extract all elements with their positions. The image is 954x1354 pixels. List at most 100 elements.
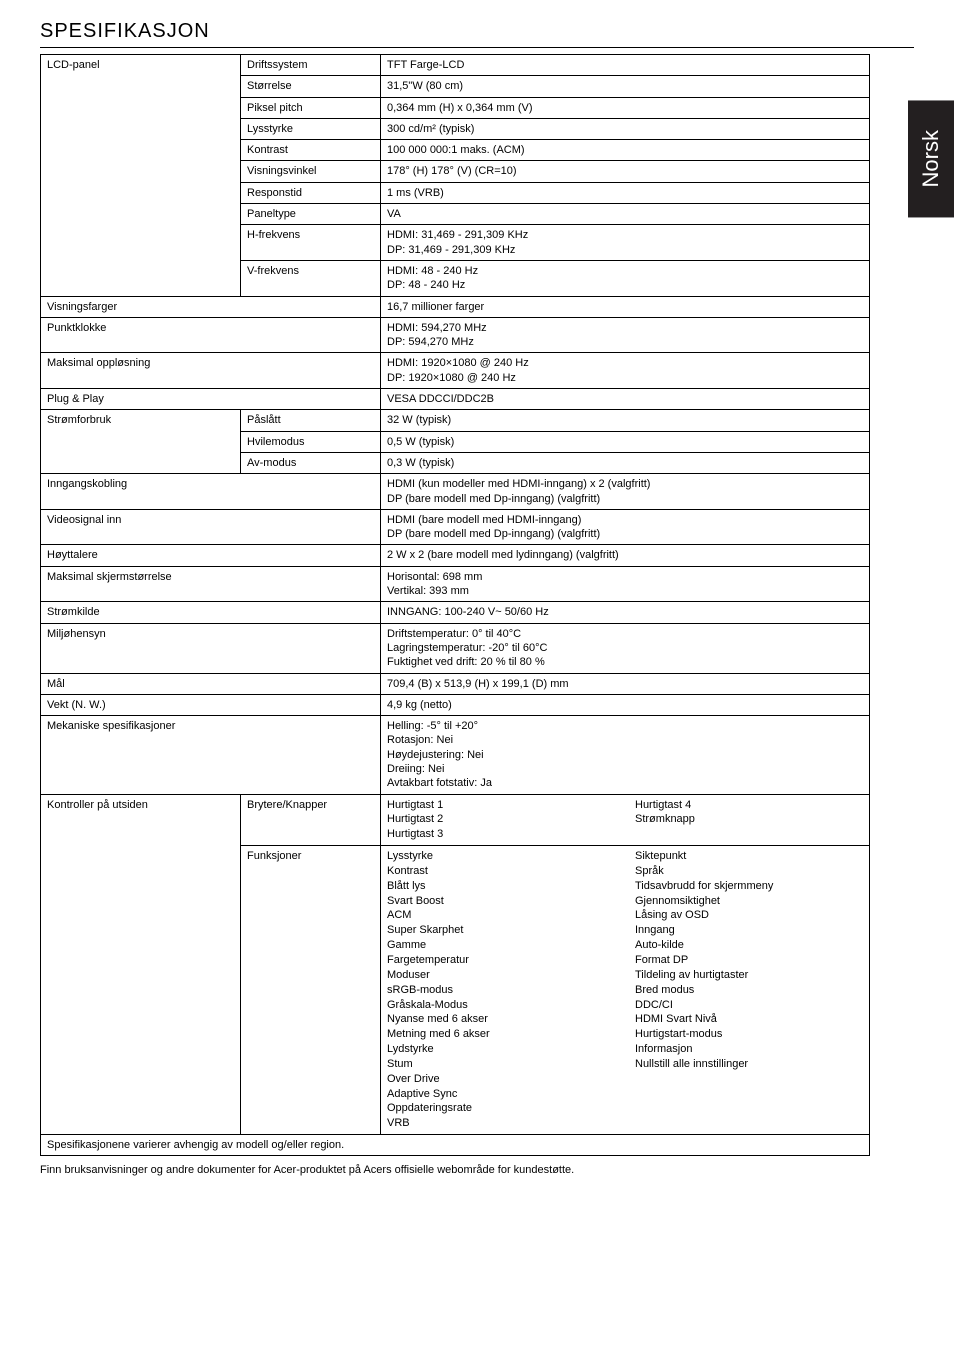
list-item: sRGB-modus	[387, 983, 615, 998]
list-item: ACM	[387, 908, 615, 923]
spec-value: TFT Farge-LCD	[381, 55, 870, 76]
spec-value: VA	[381, 204, 870, 225]
spec-value: 0,5 W (typisk)	[381, 431, 870, 452]
spec-subkey: Størrelse	[241, 76, 381, 97]
spec-key: Inngangskobling	[41, 474, 381, 510]
spec-key: Høyttalere	[41, 545, 381, 566]
spec-value: HDMI (kun modeller med HDMI-inngang) x 2…	[381, 474, 870, 510]
list-item: Auto-kilde	[635, 938, 863, 953]
spec-subkey: Av-modus	[241, 452, 381, 473]
spec-value: 709,4 (B) x 513,9 (H) x 199,1 (D) mm	[381, 673, 870, 694]
spec-value: 32 W (typisk)	[381, 410, 870, 431]
spec-value: Hurtigtast 1Hurtigtast 2Hurtigtast 3 Hur…	[381, 794, 870, 846]
spec-key: Vekt (N. W.)	[41, 694, 381, 715]
spec-key: Mekaniske spesifikasjoner	[41, 716, 381, 794]
spec-value: HDMI: 48 - 240 Hz DP: 48 - 240 Hz	[381, 260, 870, 296]
list-item: Siktepunkt	[635, 849, 863, 864]
spec-key: Videosignal inn	[41, 509, 381, 545]
list-item: Tidsavbrudd for skjermmeny	[635, 879, 863, 894]
list-item: Fargetemperatur	[387, 953, 615, 968]
list-item: Hurtigtast 2	[387, 812, 615, 827]
list-item: Oppdateringsrate	[387, 1101, 615, 1116]
spec-key: Miljøhensyn	[41, 623, 381, 673]
spec-value: 1 ms (VRB)	[381, 182, 870, 203]
spec-value: 100 000 000:1 maks. (ACM)	[381, 140, 870, 161]
spec-key: Strømforbruk	[41, 410, 241, 474]
spec-value: HDMI: 1920×1080 @ 240 Hz DP: 1920×1080 @…	[381, 353, 870, 389]
list-item: Lysstyrke	[387, 849, 615, 864]
list-item: Språk	[635, 864, 863, 879]
spec-key: Visningsfarger	[41, 296, 381, 317]
spec-key: Kontroller på utsiden	[41, 794, 241, 1135]
list-item: Gråskala-Modus	[387, 998, 615, 1013]
spec-subkey: Brytere/Knapper	[241, 794, 381, 846]
spec-key: Punktklokke	[41, 317, 381, 353]
list-item: Hurtigtast 3	[387, 827, 615, 842]
spec-subkey: Driftssystem	[241, 55, 381, 76]
list-item: HDMI Svart Nivå	[635, 1012, 863, 1027]
list-item: Hurtigtast 4	[635, 798, 863, 813]
spec-subkey: V-frekvens	[241, 260, 381, 296]
list-item: Adaptive Sync	[387, 1087, 615, 1102]
list-item: Lydstyrke	[387, 1042, 615, 1057]
spec-key: Maksimal oppløsning	[41, 353, 381, 389]
spec-key: Plug & Play	[41, 389, 381, 410]
spec-note-row: Spesifikasjonene varierer avhengig av mo…	[41, 1135, 870, 1156]
funksjoner-right-col: SiktepunktSpråkTidsavbrudd for skjermmen…	[635, 849, 863, 1131]
page-title: SPESIFIKASJON	[40, 20, 914, 48]
list-item: Svart Boost	[387, 894, 615, 909]
spec-value: INNGANG: 100-240 V~ 50/60 Hz	[381, 602, 870, 623]
list-item: Strømknapp	[635, 812, 863, 827]
funksjoner-left-col: LysstyrkeKontrastBlått lysSvart BoostACM…	[387, 849, 615, 1131]
spec-subkey: Hvilemodus	[241, 431, 381, 452]
list-item: Super Skarphet	[387, 923, 615, 938]
spec-key: Maksimal skjermstørrelse	[41, 566, 381, 602]
spec-subkey: Funksjoner	[241, 846, 381, 1135]
spec-subkey: H-frekvens	[241, 225, 381, 261]
list-item: Hurtigstart-modus	[635, 1027, 863, 1042]
list-item: Format DP	[635, 953, 863, 968]
list-item: Bred modus	[635, 983, 863, 998]
list-item: Nullstill alle innstillinger	[635, 1057, 863, 1072]
spec-value: 300 cd/m² (typisk)	[381, 118, 870, 139]
brytere-right-col: Hurtigtast 4Strømknapp	[635, 798, 863, 843]
list-item: Gjennomsiktighet	[635, 894, 863, 909]
spec-value: 2 W x 2 (bare modell med lydinngang) (va…	[381, 545, 870, 566]
spec-key: Strømkilde	[41, 602, 381, 623]
list-item: Gamme	[387, 938, 615, 953]
list-item: Stum	[387, 1057, 615, 1072]
list-item: Nyanse med 6 akser	[387, 1012, 615, 1027]
lcd-panel-label: LCD-panel	[41, 55, 241, 297]
list-item: Blått lys	[387, 879, 615, 894]
side-language-tab: Norsk	[908, 100, 954, 217]
list-item: VRB	[387, 1116, 615, 1131]
spec-subkey: Påslått	[241, 410, 381, 431]
spec-value: HDMI (bare modell med HDMI-inngang) DP (…	[381, 509, 870, 545]
list-item: Hurtigtast 1	[387, 798, 615, 813]
spec-subkey: Visningsvinkel	[241, 161, 381, 182]
list-item: DDC/CI	[635, 998, 863, 1013]
list-item: Informasjon	[635, 1042, 863, 1057]
spec-subkey: Kontrast	[241, 140, 381, 161]
list-item: Tildeling av hurtigtaster	[635, 968, 863, 983]
spec-key: Mål	[41, 673, 381, 694]
list-item: Inngang	[635, 923, 863, 938]
list-item: Kontrast	[387, 864, 615, 879]
spec-value: VESA DDCCI/DDC2B	[381, 389, 870, 410]
spec-value: HDMI: 31,469 - 291,309 KHz DP: 31,469 - …	[381, 225, 870, 261]
spec-value: 31,5"W (80 cm)	[381, 76, 870, 97]
spec-table: LCD-panel Driftssystem TFT Farge-LCD Stø…	[40, 54, 870, 1156]
footnote: Finn bruksanvisninger og andre dokumente…	[40, 1164, 870, 1176]
spec-value: 4,9 kg (netto)	[381, 694, 870, 715]
spec-subkey: Piksel pitch	[241, 97, 381, 118]
brytere-left-col: Hurtigtast 1Hurtigtast 2Hurtigtast 3	[387, 798, 615, 843]
list-item: Moduser	[387, 968, 615, 983]
spec-value: 16,7 millioner farger	[381, 296, 870, 317]
spec-subkey: Lysstyrke	[241, 118, 381, 139]
list-item: Over Drive	[387, 1072, 615, 1087]
spec-value: Helling: -5° til +20° Rotasjon: Nei Høyd…	[381, 716, 870, 794]
list-item: Låsing av OSD	[635, 908, 863, 923]
spec-value: 178° (H) 178° (V) (CR=10)	[381, 161, 870, 182]
list-item: Metning med 6 akser	[387, 1027, 615, 1042]
spec-subkey: Paneltype	[241, 204, 381, 225]
